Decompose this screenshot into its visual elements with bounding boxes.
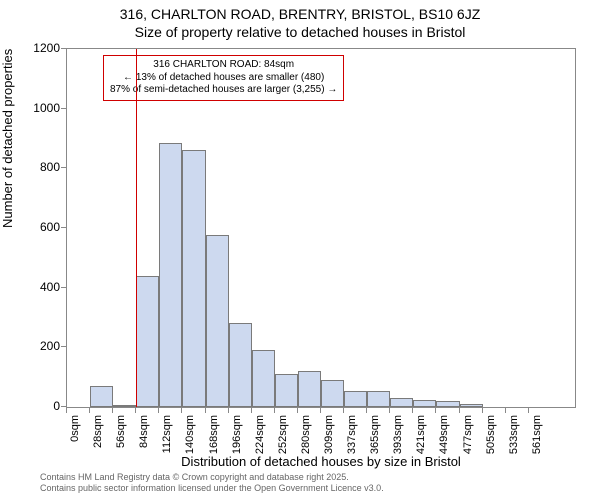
x-tick (366, 408, 367, 413)
x-tick-label: 224sqm (254, 415, 266, 454)
y-tick-label: 800 (40, 160, 60, 174)
x-tick-label: 505sqm (485, 415, 497, 454)
histogram-bar (390, 398, 413, 407)
x-tick (505, 408, 506, 413)
x-axis-label: Distribution of detached houses by size … (66, 454, 576, 469)
annotation-line: 316 CHARLTON ROAD: 84sqm (110, 59, 337, 72)
x-tick-label: 365sqm (369, 415, 381, 454)
histogram-bar (275, 374, 298, 407)
property-marker-line (136, 49, 137, 407)
x-tick (274, 408, 275, 413)
x-tick (389, 408, 390, 413)
x-tick (343, 408, 344, 413)
x-tick (228, 408, 229, 413)
histogram-bar (113, 405, 136, 407)
histogram-bar (136, 276, 159, 407)
y-tick-label: 1200 (33, 41, 60, 55)
histogram-bar (460, 404, 483, 407)
histogram-bar (367, 391, 390, 407)
annotation-line: 87% of semi-detached houses are larger (… (110, 84, 337, 97)
footer-line1: Contains HM Land Registry data © Crown c… (40, 472, 384, 483)
x-tick (412, 408, 413, 413)
chart-title-line1: 316, CHARLTON ROAD, BRENTRY, BRISTOL, BS… (0, 6, 600, 22)
x-tick-label: 196sqm (231, 415, 243, 454)
x-tick-label: 477sqm (462, 415, 474, 454)
histogram-bar (252, 350, 275, 407)
x-tick (482, 408, 483, 413)
x-tick (320, 408, 321, 413)
x-tick-label: 252sqm (277, 415, 289, 454)
x-tick-label: 337sqm (346, 415, 358, 454)
chart-title-line2: Size of property relative to detached ho… (0, 24, 600, 40)
histogram-bar (229, 323, 252, 407)
footer-line2: Contains public sector information licen… (40, 483, 384, 494)
histogram-bar (344, 391, 367, 407)
y-tick-label: 600 (40, 220, 60, 234)
y-tick-label: 1000 (33, 101, 60, 115)
x-tick-label: 140sqm (184, 415, 196, 454)
x-tick (135, 408, 136, 413)
histogram-bar (298, 371, 321, 407)
x-tick (66, 408, 67, 413)
x-tick (459, 408, 460, 413)
y-axis: 020040060080010001200 (0, 48, 66, 408)
y-tick-label: 400 (40, 280, 60, 294)
x-tick (205, 408, 206, 413)
y-tick-label: 200 (40, 339, 60, 353)
histogram-bar (206, 235, 229, 407)
x-tick-label: 84sqm (138, 415, 150, 448)
annotation-box: 316 CHARLTON ROAD: 84sqm← 13% of detache… (103, 55, 344, 101)
x-tick (181, 408, 182, 413)
x-tick (528, 408, 529, 413)
x-tick (112, 408, 113, 413)
x-tick (251, 408, 252, 413)
x-tick-label: 0sqm (69, 415, 81, 442)
chart-container: 316, CHARLTON ROAD, BRENTRY, BRISTOL, BS… (0, 0, 600, 500)
histogram-bar (321, 380, 344, 407)
x-tick-label: 28sqm (92, 415, 104, 448)
x-tick-label: 280sqm (300, 415, 312, 454)
x-tick (158, 408, 159, 413)
histogram-bar (182, 150, 205, 407)
x-tick-label: 112sqm (161, 415, 173, 453)
y-tick-label: 0 (53, 399, 60, 413)
histogram-bar (159, 143, 182, 407)
histogram-bar (90, 386, 113, 407)
x-tick-label: 561sqm (531, 415, 543, 454)
attribution-footer: Contains HM Land Registry data © Crown c… (40, 472, 384, 494)
histogram-bar (436, 401, 459, 407)
x-tick-label: 56sqm (115, 415, 127, 448)
x-tick-label: 421sqm (415, 415, 427, 454)
plot-area: 316 CHARLTON ROAD: 84sqm← 13% of detache… (66, 48, 576, 408)
x-tick-label: 449sqm (438, 415, 450, 454)
annotation-line: ← 13% of detached houses are smaller (48… (110, 72, 337, 85)
histogram-bar (413, 400, 436, 407)
x-tick-label: 393sqm (392, 415, 404, 454)
x-tick-label: 168sqm (208, 415, 220, 454)
x-tick (297, 408, 298, 413)
x-tick (435, 408, 436, 413)
x-tick-label: 533sqm (508, 415, 520, 454)
x-tick-label: 309sqm (323, 415, 335, 454)
x-tick (89, 408, 90, 413)
